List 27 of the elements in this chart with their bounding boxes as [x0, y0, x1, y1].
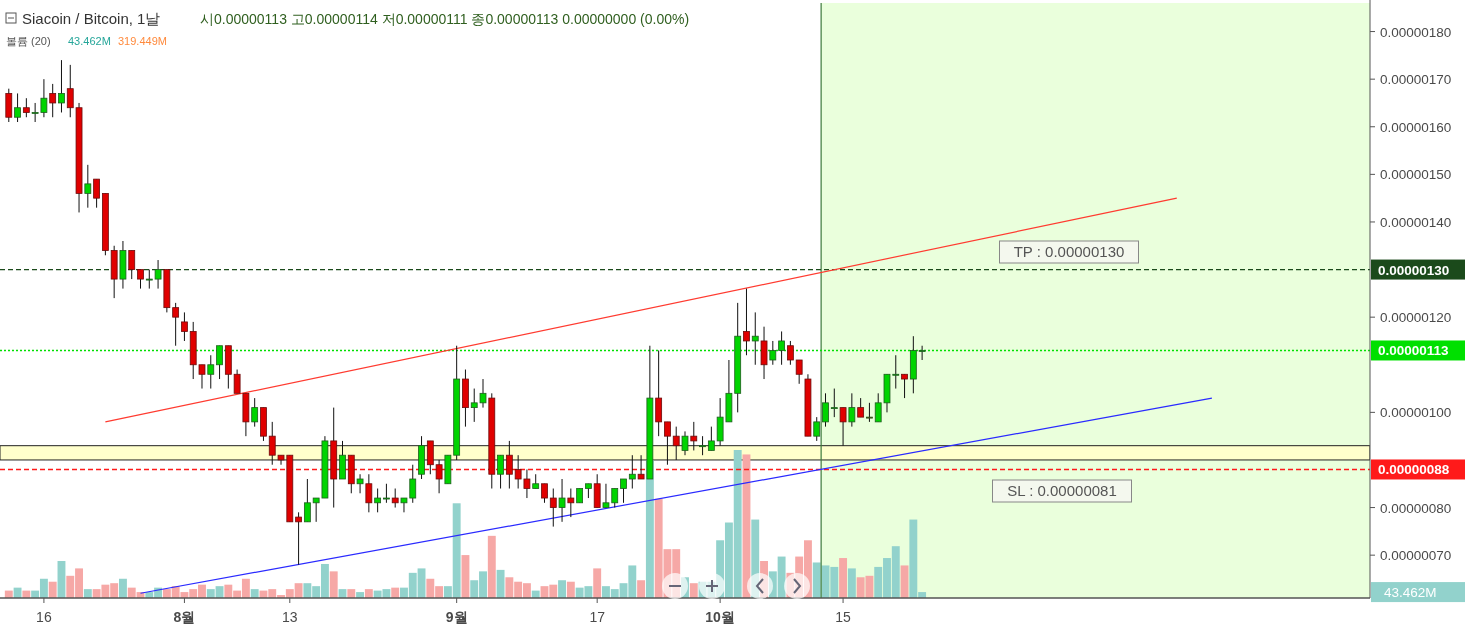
y-tick-label: 0.00000170 — [1380, 72, 1452, 88]
annotation: 43.462M — [68, 35, 111, 47]
annotation: 볼륨 (20) — [6, 35, 51, 47]
x-tick-label: 16 — [36, 609, 52, 625]
text: 43.462M — [1384, 585, 1437, 601]
x-tick-label: 10월 — [705, 609, 735, 625]
x-tick-label: 17 — [589, 609, 606, 625]
y-tick-label: 0.00000140 — [1380, 214, 1452, 230]
text: Siacoin / Bitcoin, 1날 — [22, 10, 161, 27]
ref-line-label: 0.00000088 — [1378, 462, 1450, 478]
annotation: SL : 0.00000081 — [1007, 482, 1117, 499]
y-tick-label: 0.00000100 — [1380, 405, 1452, 421]
annotation: TP : 0.00000130 — [1013, 243, 1125, 260]
y-tick-label: 0.00000150 — [1380, 167, 1452, 183]
ref-line-label: 0.00000113 — [1378, 343, 1450, 359]
y-tick-label: 0.00000070 — [1380, 548, 1452, 564]
x-tick-label: 13 — [282, 609, 298, 625]
y-tick-label: 0.00000080 — [1380, 500, 1452, 516]
x-tick-label: 8월 — [173, 609, 196, 625]
y-tick-label: 0.00000120 — [1380, 310, 1452, 326]
x-tick-label: 15 — [835, 609, 852, 625]
x-tick-label: 9월 — [445, 609, 468, 625]
y-tick-label: 0.00000180 — [1380, 24, 1452, 40]
annotation: 시0.00000113 고0.00000114 저0.00000111 종0.00000113 0.00000000 (0.00%) — [200, 11, 690, 27]
annotation: 319.449M — [118, 35, 167, 47]
ref-line-label: 0.00000130 — [1378, 262, 1450, 278]
y-tick-label: 0.00000160 — [1380, 119, 1452, 135]
